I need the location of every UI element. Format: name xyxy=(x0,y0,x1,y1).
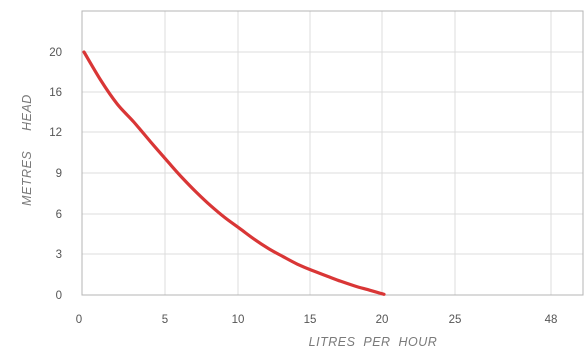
plot-frame xyxy=(81,10,584,296)
x-tick-label: 10 xyxy=(232,314,245,326)
series-layer xyxy=(82,50,386,296)
y-tick-label: 16 xyxy=(49,87,62,99)
grid xyxy=(82,11,583,295)
series-line xyxy=(82,50,386,296)
x-axis-label: LITRES PER HOUR xyxy=(309,335,438,349)
y-axis-ticks: 0 3 6 9 12 16 20 xyxy=(49,47,62,302)
x-axis-ticks: 0 5 10 15 20 25 48 xyxy=(76,314,558,326)
y-tick-label: 9 xyxy=(56,168,62,180)
y-axis-label: METRES HEAD xyxy=(20,94,34,206)
x-tick-label: 0 xyxy=(76,314,82,326)
y-tick-label: 6 xyxy=(56,209,62,221)
x-tick-label: 25 xyxy=(449,314,462,326)
x-tick-label: 15 xyxy=(304,314,317,326)
y-tick-label: 0 xyxy=(56,290,62,302)
y-tick-label: 12 xyxy=(49,127,62,139)
x-tick-label: 48 xyxy=(545,314,558,326)
x-tick-label: 5 xyxy=(162,314,168,326)
y-tick-label: 20 xyxy=(49,47,62,59)
y-tick-label: 3 xyxy=(56,249,62,261)
x-tick-label: 20 xyxy=(376,314,389,326)
